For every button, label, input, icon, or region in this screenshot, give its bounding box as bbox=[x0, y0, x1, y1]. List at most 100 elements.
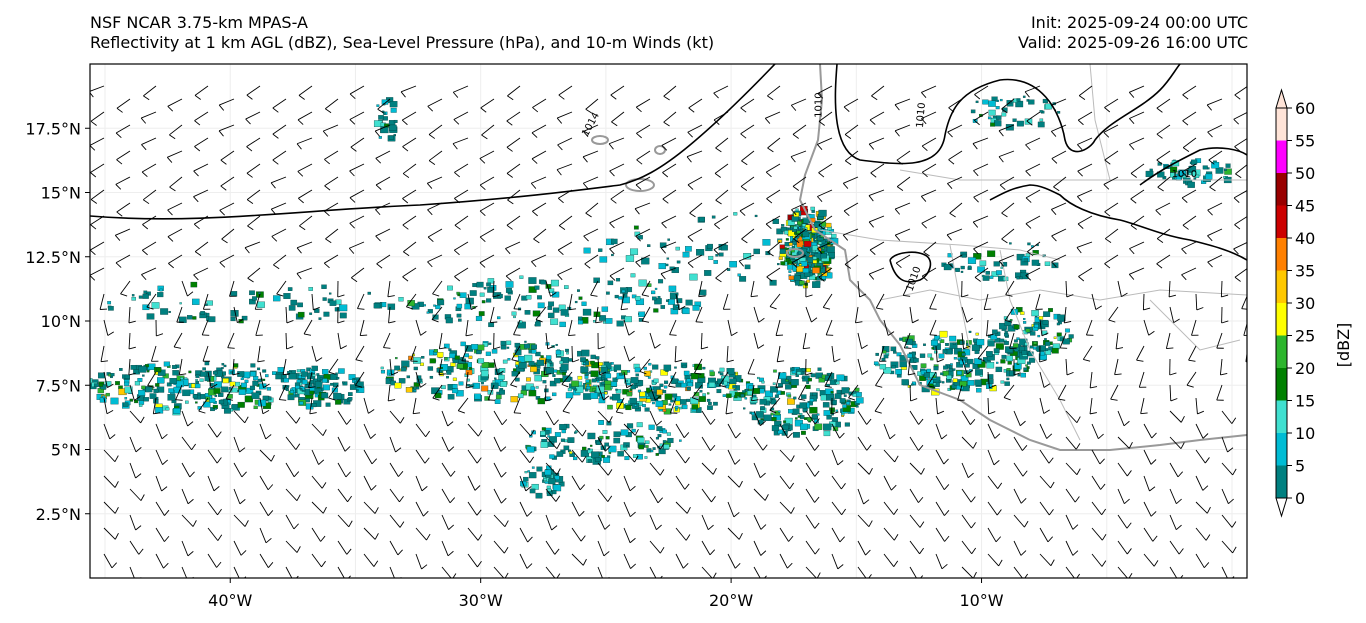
echo-cell bbox=[329, 300, 337, 306]
wind-barb-flag bbox=[843, 210, 850, 216]
wind-barb-flag bbox=[135, 473, 142, 479]
wind-barb bbox=[276, 280, 287, 295]
echo-cell bbox=[967, 380, 975, 386]
wind-barb-flag bbox=[1181, 171, 1188, 177]
wind-barb bbox=[753, 488, 766, 501]
wind-barb bbox=[875, 293, 885, 309]
wind-barb-flag bbox=[303, 333, 312, 336]
wind-barb-flag bbox=[607, 495, 613, 502]
wind-barb-flag bbox=[948, 107, 955, 113]
wind-barb bbox=[791, 98, 807, 106]
wind-barb-flag bbox=[531, 158, 538, 164]
echo-cell bbox=[382, 112, 386, 115]
wind-barb-flag bbox=[920, 468, 925, 475]
echo-cell bbox=[534, 321, 541, 327]
wind-barb-flag bbox=[1066, 294, 1074, 298]
echo-cell bbox=[1032, 250, 1039, 256]
echo-cell bbox=[147, 363, 156, 370]
wind-barb-flag bbox=[454, 224, 461, 230]
wind-barb-flag bbox=[714, 173, 721, 178]
wind-barb bbox=[389, 514, 401, 528]
wind-barb bbox=[1169, 566, 1178, 578]
wind-barb bbox=[1207, 228, 1223, 237]
wind-barb bbox=[220, 176, 235, 187]
wind-barb bbox=[351, 267, 365, 279]
echo-cell bbox=[826, 246, 835, 253]
echo-cell bbox=[585, 379, 590, 383]
wind-barb bbox=[1059, 332, 1067, 349]
wind-barb-flag bbox=[1115, 347, 1124, 350]
wind-barb bbox=[1104, 98, 1119, 108]
echo-cell bbox=[486, 282, 492, 287]
wind-barb bbox=[349, 163, 365, 172]
echo-cell bbox=[469, 290, 477, 296]
wind-barb-flag bbox=[476, 457, 482, 464]
echo-cell bbox=[436, 352, 444, 358]
wind-barb-flag bbox=[465, 334, 473, 337]
wind-barb bbox=[1169, 436, 1182, 449]
wind-barb-flag bbox=[265, 434, 272, 440]
echo-cell bbox=[946, 375, 952, 380]
echo-cell bbox=[825, 222, 832, 228]
wind-barb bbox=[1143, 319, 1150, 336]
wind-barb bbox=[410, 345, 417, 362]
echo-cell bbox=[98, 383, 104, 387]
wind-barb-flag bbox=[805, 372, 813, 376]
echo-cell bbox=[779, 244, 785, 249]
echo-cell bbox=[535, 351, 541, 357]
country-border bbox=[949, 244, 971, 351]
echo-cell bbox=[751, 415, 758, 421]
wind-barb bbox=[357, 293, 365, 309]
wind-barb bbox=[285, 332, 288, 350]
echo-cell bbox=[632, 454, 638, 458]
wind-barb bbox=[207, 371, 212, 388]
echo-cell bbox=[794, 232, 798, 235]
wind-barb bbox=[363, 397, 369, 414]
echo-cell bbox=[899, 337, 903, 341]
wind-barb-flag bbox=[750, 295, 758, 298]
wind-barb bbox=[457, 397, 469, 411]
echo-cell bbox=[601, 454, 605, 458]
wind-barb-flag bbox=[321, 560, 326, 568]
echo-cell bbox=[707, 405, 713, 410]
wind-barb-flag bbox=[1051, 158, 1058, 164]
wind-barb bbox=[115, 124, 131, 134]
echo-cell bbox=[476, 281, 484, 288]
wind-barb-flag bbox=[169, 186, 176, 192]
wind-barb-flag bbox=[298, 197, 304, 204]
wind-barb-flag bbox=[1234, 224, 1241, 230]
model-title: NSF NCAR 3.75-km MPAS-A bbox=[90, 13, 308, 32]
wind-barb-flag bbox=[452, 91, 459, 98]
echo-cell bbox=[465, 369, 473, 376]
echo-cell bbox=[959, 340, 965, 345]
echo-cell bbox=[1225, 163, 1231, 168]
echo-cell bbox=[613, 431, 621, 438]
colorbar-tick-label: 20 bbox=[1295, 359, 1315, 378]
wind-barb-flag bbox=[116, 211, 123, 217]
echo-cell bbox=[547, 435, 550, 438]
echo-cell bbox=[893, 350, 897, 354]
wind-barb-flag bbox=[598, 346, 605, 350]
echo-cell bbox=[1004, 332, 1009, 337]
wind-barb bbox=[1143, 501, 1152, 517]
echo-cell bbox=[487, 278, 495, 284]
wind-barb bbox=[571, 553, 584, 566]
wind-barb bbox=[479, 202, 495, 212]
echo-cell bbox=[1021, 350, 1028, 355]
echo-cell bbox=[672, 393, 678, 398]
wind-barb-flag bbox=[355, 359, 363, 362]
wind-barb-flag bbox=[791, 209, 797, 216]
wind-barb-flag bbox=[569, 308, 577, 311]
echo-cell bbox=[182, 389, 191, 397]
echo-cell bbox=[811, 210, 815, 213]
echo-cell bbox=[910, 383, 914, 386]
wind-barb bbox=[698, 280, 703, 297]
echo-cell bbox=[212, 370, 218, 375]
wind-barb bbox=[389, 462, 399, 477]
wind-barb bbox=[727, 501, 735, 518]
echo-cell bbox=[413, 366, 418, 371]
wind-barb bbox=[660, 267, 677, 275]
wind-barb bbox=[193, 163, 209, 172]
echo-cell bbox=[778, 383, 783, 388]
echo-cell bbox=[797, 221, 803, 225]
